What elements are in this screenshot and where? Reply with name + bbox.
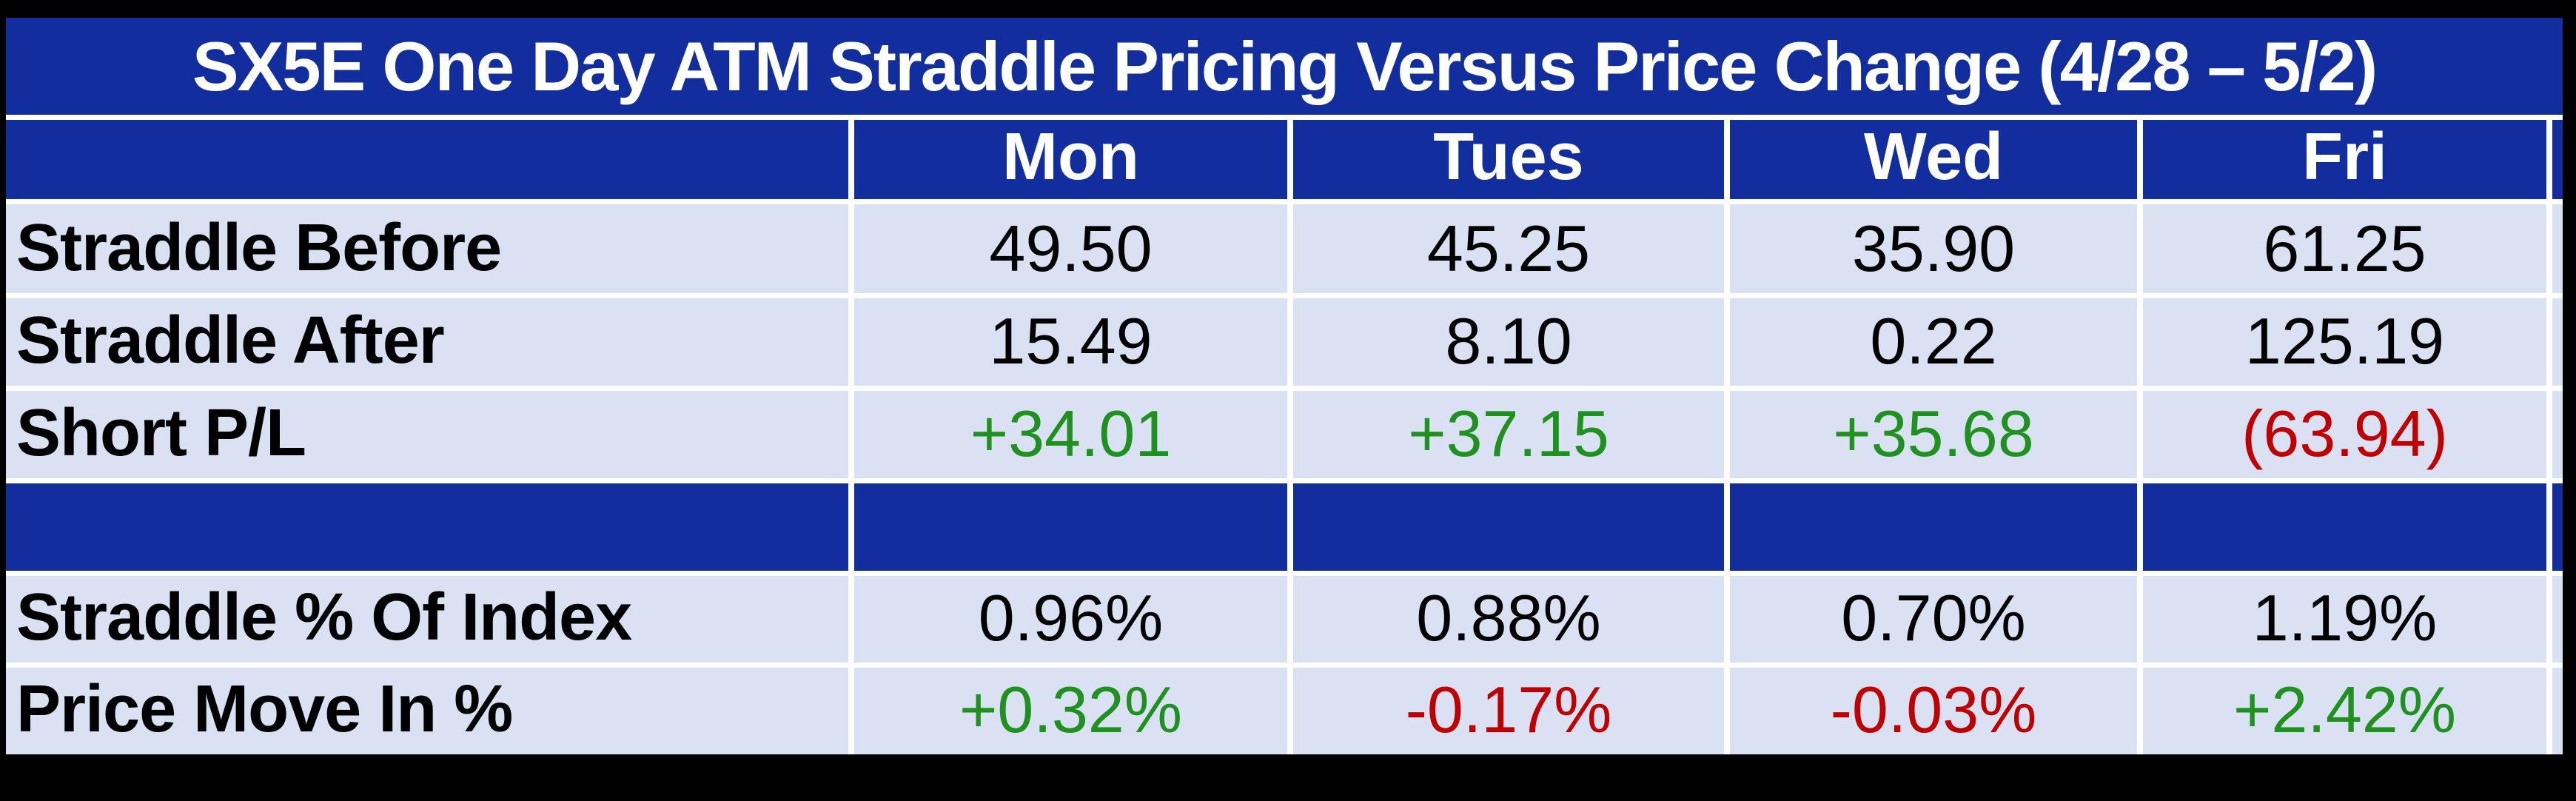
table-cell-positive: +35.68 <box>1730 391 2137 478</box>
row-label-straddle-pct-of-index: Straddle % Of Index <box>6 576 848 663</box>
row-label-price-move-in-pct: Price Move In % <box>6 668 848 754</box>
table-cell: 45.25 <box>1293 204 1724 293</box>
table-cell: 125.19 <box>2143 298 2546 386</box>
table-cell-positive: +34.01 <box>854 391 1287 478</box>
spacer-row-cell <box>1293 483 1724 571</box>
edge-column-cell <box>2552 298 2563 386</box>
straddle-pricing-table: SX5E One Day ATM Straddle Pricing Versus… <box>6 18 2563 754</box>
spacer-row-cell <box>1730 483 2137 571</box>
table-cell: 61.25 <box>2143 204 2546 293</box>
table-cell: 0.70% <box>1730 576 2137 663</box>
table-cell: 49.50 <box>854 204 1287 293</box>
row-label-straddle-before: Straddle Before <box>6 204 848 293</box>
column-header-wed: Wed <box>1730 120 2137 199</box>
column-header-fri: Fri <box>2143 120 2546 199</box>
table-cell: 8.10 <box>1293 298 1724 386</box>
edge-column-cell <box>2552 483 2563 571</box>
row-label-straddle-after: Straddle After <box>6 298 848 386</box>
spacer-row-cell <box>2143 483 2546 571</box>
edge-column-cell <box>2552 668 2563 754</box>
edge-column-cell <box>2552 204 2563 293</box>
table-title: SX5E One Day ATM Straddle Pricing Versus… <box>6 18 2563 115</box>
table-cell: 0.22 <box>1730 298 2137 386</box>
table-cell: 0.88% <box>1293 576 1724 663</box>
column-header-mon: Mon <box>854 120 1287 199</box>
table-cell: 35.90 <box>1730 204 2137 293</box>
table-cell-negative: -0.17% <box>1293 668 1724 754</box>
edge-column-header-cell <box>2552 120 2563 199</box>
table-cell-negative: -0.03% <box>1730 668 2137 754</box>
row-label-short-pl: Short P/L <box>6 391 848 478</box>
table-cell-positive: +0.32% <box>854 668 1287 754</box>
table-cell: 15.49 <box>854 298 1287 386</box>
edge-column-cell <box>2552 391 2563 478</box>
table-cell: 1.19% <box>2143 576 2546 663</box>
column-header-tues: Tues <box>1293 120 1724 199</box>
table-cell-negative: (63.94) <box>2143 391 2546 478</box>
table-cell-positive: +37.15 <box>1293 391 1724 478</box>
spacer-row-cell <box>854 483 1287 571</box>
spacer-row-cell <box>6 483 848 571</box>
column-header-blank <box>6 120 848 199</box>
table-cell-positive: +2.42% <box>2143 668 2546 754</box>
edge-column-cell <box>2552 576 2563 663</box>
table-grid: SX5E One Day ATM Straddle Pricing Versus… <box>6 18 2563 754</box>
table-cell: 0.96% <box>854 576 1287 663</box>
